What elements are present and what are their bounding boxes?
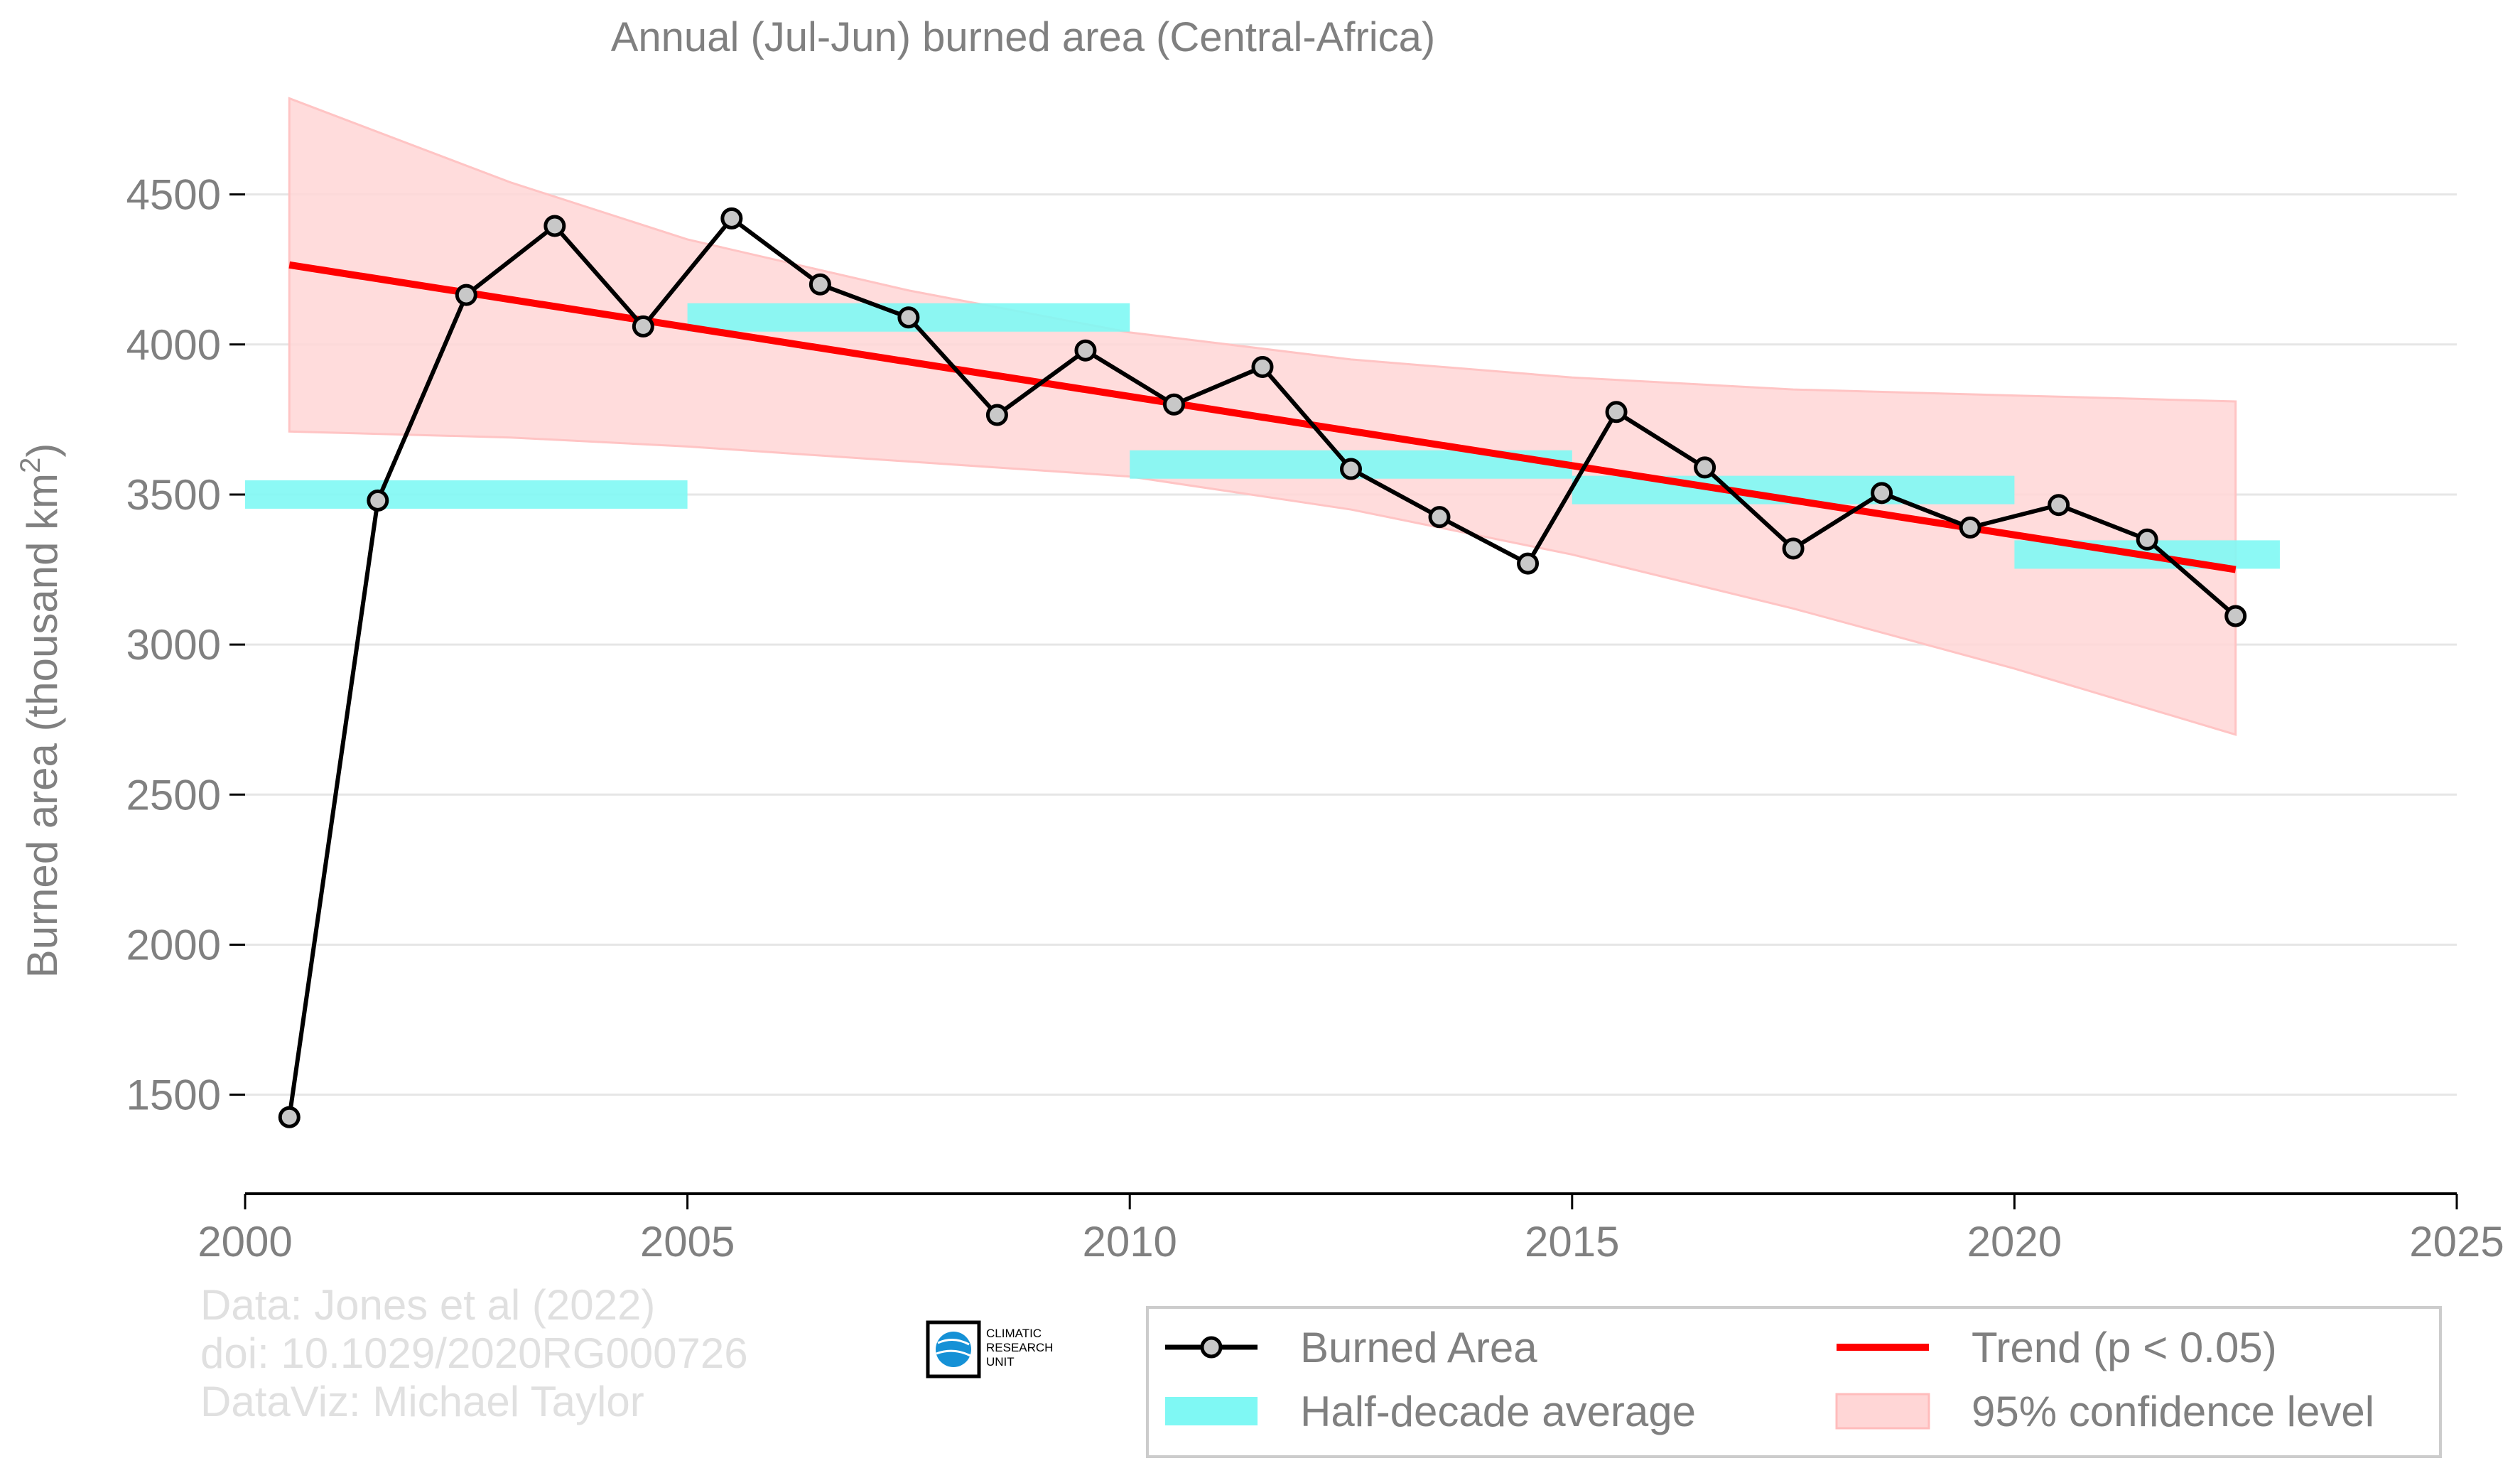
- cru-logo-line1: CLIMATIC: [986, 1327, 1042, 1340]
- legend-trend-label: Trend (p < 0.05): [1972, 1324, 2277, 1371]
- x-tick-label-2020: 2020: [1967, 1218, 2062, 1266]
- cru-logo-globe-lines: [936, 1339, 971, 1357]
- y-axis-label-main: Burned area (thousand km: [18, 473, 66, 978]
- y-tick-label-3000: 3000: [126, 621, 221, 669]
- burned-area-point: [1605, 401, 1628, 423]
- legend-burned-area-marker: [1200, 1336, 1223, 1359]
- burned-area-point: [632, 315, 654, 338]
- y-tick-label-2000: 2000: [126, 921, 221, 968]
- axes: [229, 193, 2458, 1209]
- credit-doi: doi: 10.1029/2020RG000726: [200, 1329, 748, 1377]
- cru-logo: CLIMATIC RESEARCH UNIT: [926, 1320, 1053, 1378]
- y-axis-label-superscript: 2: [15, 458, 46, 473]
- y-axis-label: Burned area (thousand km2): [15, 443, 66, 978]
- cru-logo-frame: [926, 1320, 981, 1378]
- burned-area-point: [2048, 494, 2070, 517]
- burned-area-point: [1251, 355, 1274, 378]
- tick-labels: 1500 2000 2500 3000 3500 4000 4500 2000 2005 2010…: [126, 171, 2504, 1266]
- chart-title: Annual (Jul-Jun) burned area (Central-Af…: [611, 14, 1436, 60]
- burned-area-point: [1074, 339, 1097, 362]
- burned-area-point: [1782, 537, 1805, 560]
- x-tick-label-2010: 2010: [1082, 1218, 1177, 1266]
- burned-area-point: [1162, 393, 1185, 416]
- svg-text:Burned area (thousand km2): Burned area (thousand km2): [15, 443, 66, 978]
- burned-area-point: [2136, 528, 2158, 551]
- x-tick-label-2025: 2025: [2409, 1218, 2504, 1266]
- cru-logo-line2: RESEARCH: [986, 1341, 1053, 1354]
- credit-dataviz: DataViz: Michael Taylor: [200, 1378, 644, 1425]
- cru-logo-globe: [936, 1332, 971, 1367]
- legend: Burned Area Half-decade average Trend (p…: [1146, 1306, 2442, 1458]
- x-tick-label-2005: 2005: [640, 1218, 735, 1266]
- burned-area-point: [1517, 552, 1540, 575]
- legend-half-decade-swatch: [1165, 1397, 1258, 1425]
- y-tick-label-3500: 3500: [126, 471, 221, 519]
- burned-area-point: [897, 306, 920, 329]
- burned-area-point: [455, 284, 477, 306]
- legend-frame: [1146, 1306, 2442, 1458]
- burned-area-point: [1428, 506, 1451, 529]
- y-tick-label-4000: 4000: [126, 321, 221, 369]
- x-tick-label-2015: 2015: [1525, 1218, 1619, 1266]
- burned-area-point: [544, 215, 566, 237]
- cru-logo-line3: UNIT: [986, 1355, 1015, 1369]
- burned-area-point: [2224, 605, 2247, 627]
- x-tick-label-2000: 2000: [198, 1218, 292, 1266]
- y-tick-label-1500: 1500: [126, 1072, 221, 1119]
- burned-area-point: [367, 489, 389, 512]
- trend-line: [288, 261, 2237, 573]
- half-decade-bar-2000: [245, 480, 688, 509]
- burned-area-point: [1340, 458, 1362, 480]
- series-layer: [278, 207, 2247, 1128]
- burned-area-point: [720, 207, 743, 230]
- burned-area-point: [1871, 482, 1893, 505]
- burned-area-point: [985, 404, 1008, 426]
- y-axis-label-tail: ): [18, 443, 66, 458]
- credits: Data: Jones et al (2022) doi: 10.1029/20…: [200, 1281, 748, 1425]
- burned-area-point: [809, 273, 831, 296]
- y-tick-label-4500: 4500: [126, 171, 221, 219]
- legend-confidence-swatch: [1835, 1393, 1930, 1430]
- trend-layer: [288, 261, 2237, 573]
- legend-confidence-label: 95% confidence level: [1972, 1388, 2374, 1435]
- burned-area-point: [278, 1106, 301, 1128]
- burned-area-point: [1959, 516, 1981, 539]
- legend-burned-area-label: Burned Area: [1300, 1324, 1537, 1371]
- legend-half-decade-label: Half-decade average: [1300, 1388, 1696, 1435]
- burned-area-point: [1694, 456, 1716, 479]
- y-tick-label-2500: 2500: [126, 771, 221, 819]
- credit-data-source: Data: Jones et al (2022): [200, 1281, 655, 1329]
